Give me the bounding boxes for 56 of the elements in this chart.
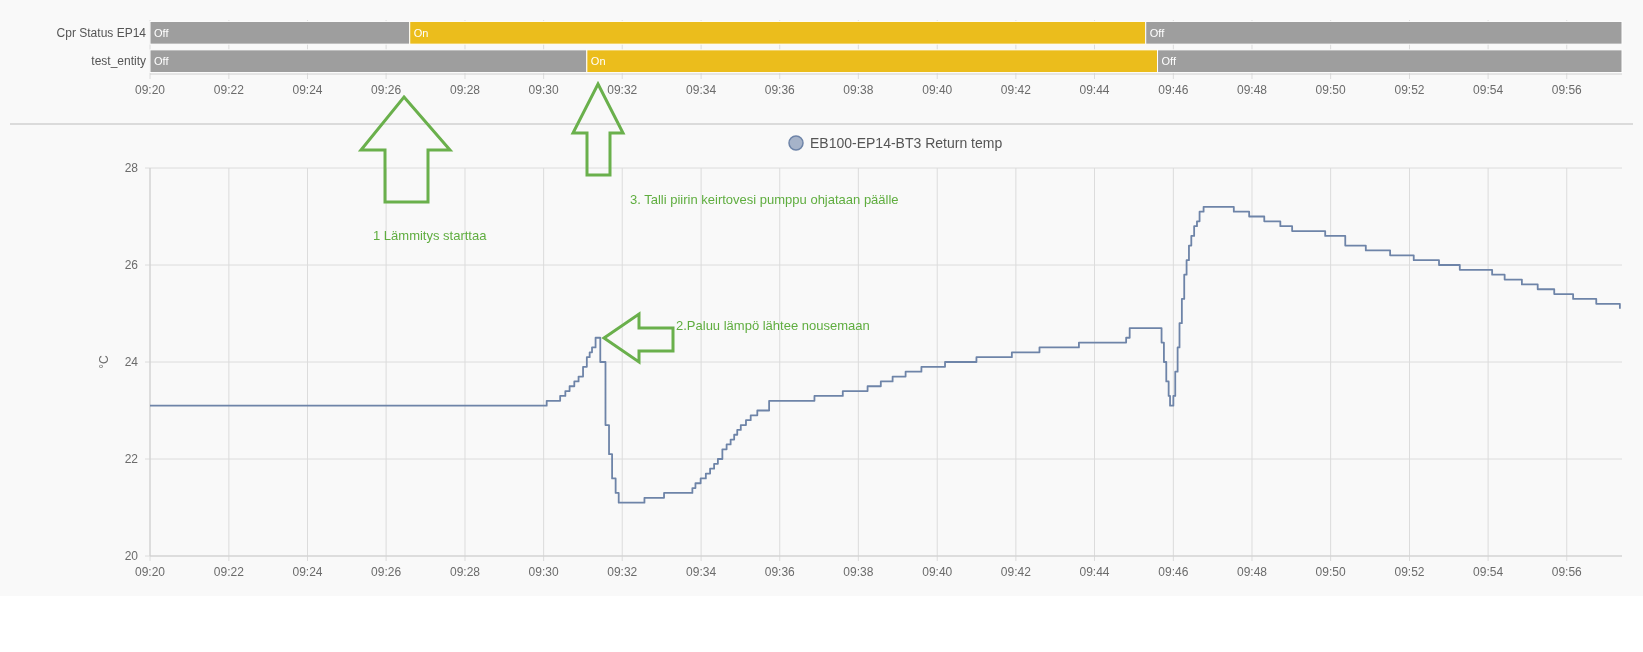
x-tick-label: 09:34 (686, 83, 717, 97)
x-tick-label: 09:24 (292, 565, 323, 579)
y-tick-label: Cpr Status EP14 (56, 25, 147, 40)
x-tick-label: 09:46 (1158, 565, 1189, 579)
annotation: 3. Talli piirin keirtovesi pumppu ohjataan päälle (630, 192, 899, 207)
x-tick-label: 09:26 (371, 83, 402, 97)
x-tick-label: 09:52 (1394, 83, 1425, 97)
x-tick-label: 09:32 (607, 565, 638, 579)
y-tick-label: 28 (124, 161, 139, 175)
x-tick-label: 09:20 (134, 565, 166, 579)
x-tick-label: 09:36 (764, 83, 796, 97)
data-label: Off (154, 26, 170, 39)
x-tick-label: 09:28 (449, 565, 481, 579)
x-tick-label: 09:30 (528, 565, 559, 579)
data-label: On (413, 26, 429, 39)
x-tick-label: 09:44 (1079, 565, 1110, 579)
x-tick-label: 09:54 (1473, 565, 1504, 579)
x-tick-label: 09:46 (1158, 83, 1189, 97)
x-tick-label: 09:34 (686, 565, 717, 579)
x-tick-label: 09:48 (1236, 565, 1268, 579)
data-label: Off (154, 55, 170, 68)
x-tick-label: 09:42 (1000, 565, 1032, 579)
x-tick-label: 09:26 (371, 565, 402, 579)
x-tick-label: 09:36 (764, 565, 796, 579)
x-tick-label: 09:52 (1394, 565, 1425, 579)
x-tick-label: 09:20 (134, 83, 166, 97)
x-tick-label: 09:48 (1236, 83, 1268, 97)
y-tick-label: 26 (124, 258, 139, 272)
y-tick-label: test_entity (91, 54, 146, 69)
x-tick-label: 09:54 (1473, 83, 1504, 97)
x-tick-label: 09:28 (449, 83, 481, 97)
x-tick-label: 09:22 (213, 565, 245, 579)
x-tick-label: 09:38 (843, 565, 874, 579)
legend-label: EB100-EP14-BT3 Return temp (810, 135, 1003, 151)
x-tick-label: 09:22 (213, 83, 245, 97)
x-tick-label: 09:42 (1000, 83, 1032, 97)
y-axis-title: °C (97, 354, 111, 369)
x-tick-label: 09:44 (1079, 83, 1110, 97)
x-tick-label: 09:30 (528, 83, 559, 97)
x-tick-label: 09:56 (1551, 565, 1583, 579)
x-tick-label: 09:32 (607, 83, 638, 97)
x-tick-label: 09:40 (922, 83, 953, 97)
x-tick-label: 09:56 (1551, 83, 1583, 97)
y-tick-label: 20 (124, 549, 139, 563)
x-tick-label: 09:50 (1315, 565, 1346, 579)
data-label: On (590, 55, 606, 68)
data-label: Off (1149, 26, 1166, 39)
x-tick-label: 09:50 (1315, 83, 1346, 97)
annotation: 2.Paluu lämpö lähtee nousemaan (676, 318, 870, 333)
x-tick-label: 09:38 (843, 83, 874, 97)
annotation: 1 Lämmitys starttaa (373, 228, 488, 243)
x-tick-label: 09:24 (292, 83, 323, 97)
x-tick-label: 09:40 (922, 565, 953, 579)
y-tick-label: 24 (124, 355, 139, 369)
y-tick-label: 22 (124, 452, 139, 466)
data-label: Off (1161, 55, 1177, 68)
